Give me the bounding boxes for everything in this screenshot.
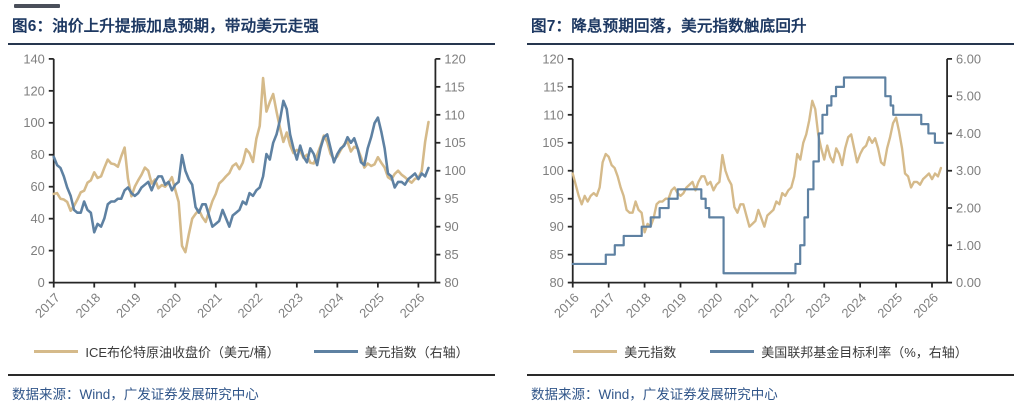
svg-text:100: 100 [444,163,465,178]
svg-text:0: 0 [38,275,45,290]
svg-text:80: 80 [31,147,45,162]
usd-index-line-swatch [573,349,618,353]
figure-7-line-chart: 80 85 90 95 100 105 110 115 120 0.00 1.00 2.00 3.00 4… [542,51,981,321]
svg-text:140: 140 [23,51,44,66]
svg-text:2020: 2020 [695,290,726,321]
svg-text:120: 120 [542,51,563,66]
svg-text:40: 40 [31,211,45,226]
svg-text:90: 90 [444,219,458,234]
svg-text:80: 80 [444,275,458,290]
figure-6-source: 数据来源：Wind，广发证券发展研究中心 [12,387,259,403]
svg-text:80: 80 [550,275,564,290]
figure-7: 图7：降息预期回落，美元指数触底回升 80 85 90 95 100 105 110 115 1… [527,5,1014,408]
svg-text:2022: 2022 [767,290,798,321]
svg-text:2026: 2026 [397,290,428,321]
svg-text:3.00: 3.00 [956,163,981,178]
svg-text:2024: 2024 [316,290,347,321]
svg-text:60: 60 [31,179,45,194]
legend-label-brent: ICE布伦特原油收盘价（美元/桶） [85,344,280,360]
svg-text:4.00: 4.00 [956,126,981,141]
figure-7-chart-area: 80 85 90 95 100 105 110 115 120 0.00 1.00 2.00 3.00 4… [527,47,1014,336]
svg-text:115: 115 [543,79,564,94]
figure-7-source: 数据来源：Wind，广发证券发展研究中心 [531,387,778,403]
legend-item-usd-index: 美元指数 [573,342,676,361]
fed-funds-rate-line-swatch [710,349,755,353]
svg-text:2017: 2017 [587,290,618,321]
svg-text:2018: 2018 [72,290,103,321]
svg-text:110: 110 [444,107,465,122]
svg-text:2025: 2025 [356,290,387,321]
svg-text:1.00: 1.00 [956,238,981,253]
svg-text:2017: 2017 [32,290,63,321]
svg-text:110: 110 [543,107,564,122]
svg-text:100: 100 [542,163,563,178]
svg-text:120: 120 [23,83,44,98]
svg-text:105: 105 [444,135,465,150]
figure-7-title: 图7：降息预期回落，美元指数触底回升 [527,14,1014,45]
svg-text:2020: 2020 [153,290,184,321]
figure-6-line-chart: 0 20 40 60 80 100 120 140 80 85 90 95 100 105 110 115 12… [23,51,465,321]
svg-text:2025: 2025 [874,290,905,321]
svg-text:95: 95 [550,191,564,206]
legend-item-usd-index: 美元指数（右轴） [313,342,469,361]
figure-6-title: 图6：油价上升提振加息预期，带动美元走强 [8,14,495,45]
svg-text:2021: 2021 [194,290,225,321]
legend-label-fed-funds-rate: 美国联邦基金目标利率（%，右轴） [761,344,968,360]
brent-line-swatch [34,349,79,353]
figure-7-legend: 美元指数 美国联邦基金目标利率（%，右轴） [527,340,1014,362]
svg-text:5.00: 5.00 [956,89,981,104]
svg-text:85: 85 [550,247,564,262]
figure-6-legend: ICE布伦特原油收盘价（美元/桶） 美元指数（右轴） [8,340,495,362]
svg-text:2018: 2018 [623,290,654,321]
svg-text:2024: 2024 [838,290,869,321]
figure-7-bottom-rule [527,374,1014,377]
svg-text:2023: 2023 [802,290,833,321]
svg-text:2022: 2022 [235,290,266,321]
svg-text:20: 20 [31,243,45,258]
svg-text:2016: 2016 [551,290,582,321]
svg-text:0.00: 0.00 [956,275,981,290]
figure-6-bottom-rule [8,374,495,377]
svg-text:90: 90 [550,219,564,234]
svg-text:100: 100 [23,115,44,130]
svg-text:105: 105 [542,135,563,150]
legend-item-fed-funds-rate: 美国联邦基金目标利率（%，右轴） [710,342,968,361]
svg-text:115: 115 [444,79,465,94]
page-crop-artifact [14,4,60,8]
legend-label-usd-index: 美元指数（右轴） [364,344,469,360]
svg-text:2026: 2026 [910,290,941,321]
svg-text:6.00: 6.00 [956,51,981,66]
legend-label-usd-index: 美元指数 [624,344,677,360]
svg-text:2021: 2021 [731,290,762,321]
figure-6: 图6：油价上升提振加息预期，带动美元走强 0 20 40 60 80 100 120 140 8… [8,4,495,408]
svg-text:95: 95 [444,191,458,206]
svg-text:2.00: 2.00 [956,200,981,215]
usd-index-line-swatch [313,349,358,353]
svg-text:2019: 2019 [659,290,690,321]
svg-text:2019: 2019 [113,290,144,321]
svg-text:2023: 2023 [275,290,306,321]
legend-item-brent: ICE布伦特原油收盘价（美元/桶） [34,342,280,361]
svg-text:85: 85 [444,247,458,262]
figure-6-chart-area: 0 20 40 60 80 100 120 140 80 85 90 95 100 105 110 115 12… [8,47,495,336]
svg-text:120: 120 [444,51,465,66]
